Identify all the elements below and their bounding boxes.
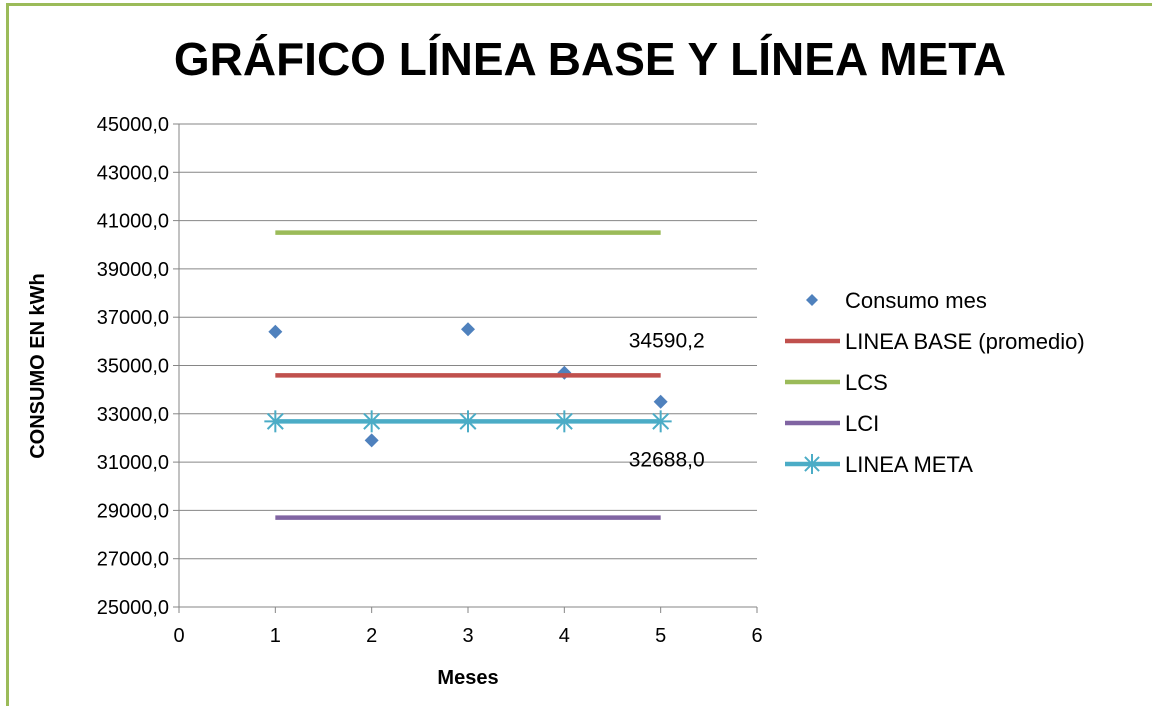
y-tick-label: 27000,0 [97, 549, 169, 571]
legend-label: Consumo mes [845, 288, 987, 313]
y-tick-label: 31000,0 [97, 452, 169, 474]
x-tick-label: 1 [270, 625, 281, 647]
point-linea-meta [264, 410, 287, 433]
point-consumo-mes [364, 433, 379, 448]
legend-label: LINEA META [845, 452, 973, 477]
data-label: 34590,2 [629, 329, 705, 352]
y-tick-label: 43000,0 [97, 162, 169, 184]
point-linea-meta [553, 410, 576, 433]
data-label: 32688,0 [629, 448, 705, 471]
chart-title: GRÁFICO LÍNEA BASE Y LÍNEA META [173, 33, 1007, 85]
y-tick-label: 33000,0 [97, 404, 169, 426]
legend-item-consumo-mes: Consumo mes [806, 288, 987, 313]
x-tick-label: 0 [173, 625, 184, 647]
point-consumo-mes [461, 322, 475, 337]
y-tick-label: 25000,0 [97, 597, 169, 619]
x-axis-title: Meses [437, 667, 498, 689]
x-tick-label: 2 [366, 625, 377, 647]
y-tick-label: 39000,0 [97, 259, 169, 281]
y-tick-label: 45000,0 [97, 114, 169, 136]
legend-item-linea-base-promedio: LINEA BASE (promedio) [785, 329, 1085, 354]
y-tick-label: 35000,0 [97, 356, 169, 378]
x-tick-label: 3 [462, 625, 473, 647]
legend-label: LCS [845, 370, 888, 395]
y-tick-label: 41000,0 [97, 211, 169, 233]
y-tick-label: 29000,0 [97, 500, 169, 522]
y-axis-title: CONSUMO EN kWh [27, 273, 49, 459]
point-consumo-mes [268, 324, 283, 339]
x-tick-label: 4 [559, 625, 570, 647]
x-tick-label: 5 [655, 625, 666, 647]
legend-label: LINEA BASE (promedio) [845, 329, 1085, 354]
legend-item-linea-meta: LINEA META [785, 452, 973, 477]
legend-marker [802, 454, 822, 474]
point-linea-meta [457, 410, 479, 433]
point-linea-meta [360, 410, 383, 433]
chart-frame [6, 3, 1152, 706]
x-tick-label: 6 [751, 625, 762, 647]
legend-item-lci: LCI [785, 411, 879, 436]
legend-label: LCI [845, 411, 879, 436]
point-linea-meta [649, 410, 672, 433]
point-consumo-mes [653, 394, 668, 409]
y-tick-label: 37000,0 [97, 307, 169, 329]
legend-item-lcs: LCS [785, 370, 888, 395]
legend-marker [806, 294, 818, 306]
